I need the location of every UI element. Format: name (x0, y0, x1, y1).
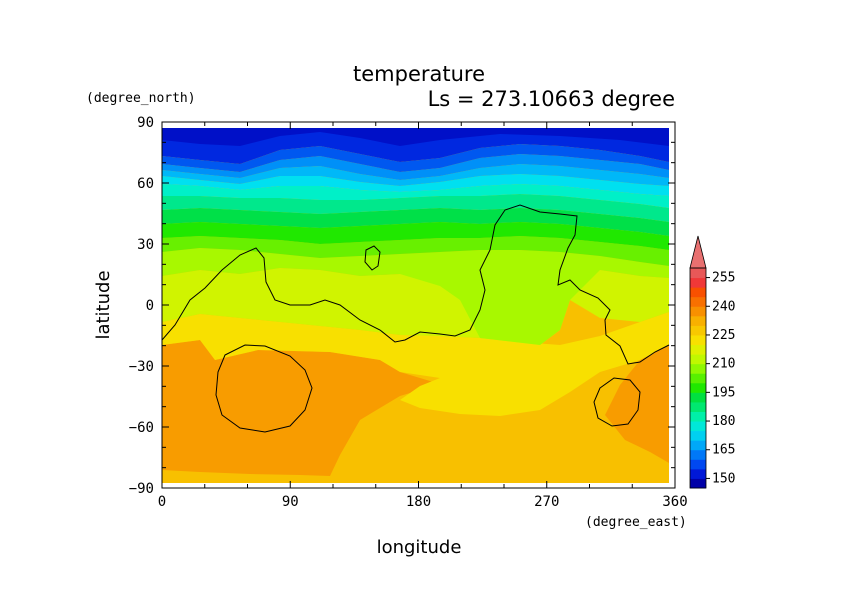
colorbar-swatch (690, 277, 706, 288)
colorbar-overflow-arrow (689, 235, 707, 269)
x-unit-label: (degree_east) (585, 515, 687, 530)
y-tick-label: 90 (137, 115, 154, 131)
colorbar-tick-label: 195 (712, 385, 735, 400)
y-axis-ticks: 90 60 30 0 −30 −60 −90 (129, 115, 675, 497)
colorbar-tick-label: 240 (712, 299, 735, 314)
colorbar-tick-label: 255 (712, 271, 735, 286)
colorbar-swatch (690, 344, 706, 355)
colorbar-tick-label: 165 (712, 443, 735, 458)
colorbar-swatch (690, 325, 706, 336)
band-yellow (162, 312, 669, 416)
colorbar-swatch (690, 468, 706, 479)
colorbar-swatch (690, 401, 706, 412)
colorbar-tick-label: 225 (712, 328, 735, 343)
y-tick-label: 30 (137, 237, 154, 253)
colorbar-swatch (690, 334, 706, 346)
band-cyan (162, 174, 669, 196)
band-lime (162, 248, 669, 345)
colorbar-frame (689, 267, 707, 489)
topography-contours (162, 204, 670, 433)
colorbar-swatch (690, 296, 706, 307)
y-tick-label: 60 (137, 176, 154, 192)
band-lightblue (162, 154, 669, 180)
colorbar-swatch (690, 363, 706, 374)
colorbar-swatch (690, 430, 706, 441)
band-deepblue (162, 128, 669, 164)
band-orange-south-west (162, 340, 440, 476)
band-green-yellow (162, 236, 669, 266)
band-blue (162, 144, 669, 172)
colorbar-swatch (690, 478, 706, 489)
chart-subtitle: Ls = 273.10663 degree (428, 87, 675, 111)
y-tick-label: −60 (129, 420, 154, 436)
contour-bands (162, 128, 669, 483)
colorbar-tick-label: 150 (712, 471, 735, 486)
colorbar-swatch (690, 440, 706, 451)
x-tick-label: 0 (158, 494, 166, 510)
x-tick-label: 90 (282, 494, 299, 510)
colorbar-swatch (690, 315, 706, 326)
y-tick-label: 0 (146, 298, 154, 314)
x-tick-label: 180 (406, 494, 431, 510)
y-axis-label: latitude (93, 270, 114, 339)
y-unit-label: (degree_north) (86, 91, 196, 106)
colorbar-swatch (690, 449, 706, 460)
colorbar-swatch (690, 411, 706, 422)
band-darkest (162, 128, 669, 146)
x-tick-label: 360 (662, 494, 687, 510)
colorbar-swatch (690, 268, 706, 279)
band-green (162, 222, 669, 250)
colorbar-swatch (690, 382, 706, 393)
band-cyan-green (162, 184, 669, 208)
band-sky (162, 164, 669, 186)
heatmap-field (162, 122, 675, 488)
contour-dichotomy (162, 204, 670, 365)
y-tick-label: −30 (129, 359, 154, 375)
contour-argyre (593, 377, 641, 427)
colorbar-swatch (690, 392, 706, 403)
colorbar-swatch (690, 421, 706, 432)
colorbar-tick-label: 210 (712, 357, 735, 372)
contour-hellas (215, 344, 313, 433)
contour-elysium (364, 245, 381, 271)
colorbar-tick-label: 180 (712, 414, 735, 429)
colorbar-swatch (690, 287, 706, 298)
x-axis-ticks: 0 90 180 270 360 (158, 122, 688, 510)
chart-title: temperature (353, 62, 485, 86)
colorbar-swatch (690, 354, 706, 365)
colorbar-swatch (690, 373, 706, 384)
colorbar: 150 165 180 195 210 225 240 255 (689, 235, 735, 489)
band-green-2 (162, 208, 669, 236)
y-tick-label: −90 (129, 481, 154, 497)
x-tick-label: 270 (534, 494, 559, 510)
colorbar-swatch (690, 306, 706, 317)
x-axis-label: longitude (377, 537, 462, 558)
band-orange-south-east (605, 345, 669, 463)
band-seagreen (162, 194, 669, 222)
colorbar-swatch (690, 459, 706, 470)
